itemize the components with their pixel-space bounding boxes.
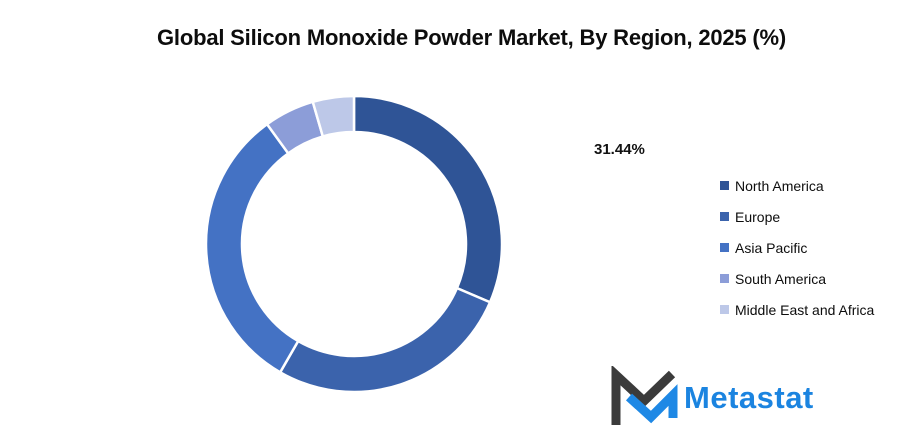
donut-segment-europe [278, 286, 492, 394]
legend-item-north-america: North America [720, 177, 874, 194]
donut-segment-middle-east-and-africa [311, 94, 356, 138]
chart-title: Global Silicon Monoxide Powder Market, B… [157, 25, 786, 50]
legend-marker-icon [720, 181, 729, 190]
legend-item-asia-pacific: Asia Pacific [720, 239, 874, 256]
metastat-wordmark: Metastat [684, 380, 814, 415]
metastat-logo-mark-icon [611, 366, 678, 425]
legend-label: South America [735, 270, 827, 287]
legend-label: Europe [735, 208, 781, 225]
donut-chart [204, 94, 504, 394]
legend-label: North America [735, 177, 824, 194]
legend-label: Asia Pacific [735, 239, 808, 256]
donut-segment-asia-pacific [204, 122, 300, 374]
logo-mark-blue-chevron [625, 384, 678, 424]
logo-mark-dark-m [611, 366, 676, 425]
legend-marker-icon [720, 243, 729, 252]
legend-item-south-america: South America [720, 270, 874, 287]
legend-label: Middle East and Africa [735, 301, 875, 318]
legend: North America Europe Asia Pacific South … [720, 178, 874, 333]
legend-item-europe: Europe [720, 208, 874, 225]
legend-marker-icon [720, 274, 729, 283]
data-label-north-america: 31.44% [594, 141, 645, 158]
metastat-logo: Metastat [606, 366, 814, 428]
legend-item-middle-east-and-africa: Middle East and Africa [720, 301, 875, 318]
donut-segment-north-america [352, 94, 504, 304]
legend-marker-icon [720, 305, 729, 314]
legend-marker-icon [720, 212, 729, 221]
